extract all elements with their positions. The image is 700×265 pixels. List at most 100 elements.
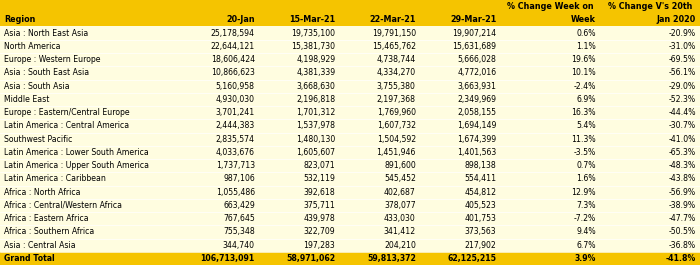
Text: 4,033,676: 4,033,676 (216, 148, 255, 157)
Bar (0, 119, 700, 132)
Text: -65.3%: -65.3% (668, 148, 696, 157)
Bar (0, 26, 700, 40)
Bar (0, 225, 700, 238)
Text: 378,077: 378,077 (384, 201, 416, 210)
Text: Grand Total: Grand Total (4, 254, 55, 263)
Text: -56.9%: -56.9% (668, 188, 696, 197)
Text: -44.4%: -44.4% (668, 108, 696, 117)
Text: 19.6%: 19.6% (571, 55, 596, 64)
Text: -20.9%: -20.9% (668, 29, 696, 38)
Text: 22,644,121: 22,644,121 (211, 42, 255, 51)
Text: 12.9%: 12.9% (571, 188, 596, 197)
Text: 25,178,594: 25,178,594 (211, 29, 255, 38)
Text: % Change V's 20th: % Change V's 20th (608, 2, 692, 11)
Text: 62,125,215: 62,125,215 (447, 254, 496, 263)
Text: 439,978: 439,978 (304, 214, 335, 223)
Text: 755,348: 755,348 (223, 227, 255, 236)
Text: 1,694,149: 1,694,149 (457, 121, 496, 130)
Text: 1,674,399: 1,674,399 (457, 135, 496, 144)
Text: 375,711: 375,711 (303, 201, 335, 210)
Text: 4,381,339: 4,381,339 (296, 68, 335, 77)
Bar (0, 66, 700, 80)
Text: 59,813,372: 59,813,372 (367, 254, 416, 263)
Text: 1,607,732: 1,607,732 (377, 121, 416, 130)
Bar (0, 0, 700, 26)
Text: 4,930,030: 4,930,030 (216, 95, 255, 104)
Text: Europe : Eastern/Central Europe: Europe : Eastern/Central Europe (4, 108, 130, 117)
Text: 22-Mar-21: 22-Mar-21 (370, 15, 416, 24)
Text: Jan 2020: Jan 2020 (657, 15, 696, 24)
Text: 532,119: 532,119 (303, 174, 335, 183)
Text: Middle East: Middle East (4, 95, 50, 104)
Text: 2,835,574: 2,835,574 (216, 135, 255, 144)
Text: Week: Week (571, 15, 596, 24)
Text: Asia : South East Asia: Asia : South East Asia (4, 68, 90, 77)
Text: 197,283: 197,283 (304, 241, 335, 250)
Text: 1,537,978: 1,537,978 (296, 121, 335, 130)
Text: 18,606,424: 18,606,424 (211, 55, 255, 64)
Text: North America: North America (4, 42, 61, 51)
Bar (0, 212, 700, 225)
Bar (0, 93, 700, 106)
Text: 20-Jan: 20-Jan (226, 15, 255, 24)
Bar (0, 106, 700, 119)
Text: -52.3%: -52.3% (668, 95, 696, 104)
Bar (0, 159, 700, 172)
Text: 29-Mar-21: 29-Mar-21 (450, 15, 496, 24)
Text: 4,198,929: 4,198,929 (296, 55, 335, 64)
Text: Africa : Central/Western Africa: Africa : Central/Western Africa (4, 201, 122, 210)
Text: 15,465,762: 15,465,762 (372, 42, 416, 51)
Text: 6.7%: 6.7% (577, 241, 596, 250)
Text: -31.0%: -31.0% (668, 42, 696, 51)
Text: 2,196,818: 2,196,818 (296, 95, 335, 104)
Text: 58,971,062: 58,971,062 (286, 254, 335, 263)
Text: 767,645: 767,645 (223, 214, 255, 223)
Text: Latin America : Upper South America: Latin America : Upper South America (4, 161, 149, 170)
Text: 898,138: 898,138 (465, 161, 496, 170)
Text: 402,687: 402,687 (384, 188, 416, 197)
Text: 401,753: 401,753 (464, 214, 496, 223)
Text: -50.5%: -50.5% (668, 227, 696, 236)
Text: 19,907,214: 19,907,214 (452, 29, 496, 38)
Text: -2.4%: -2.4% (574, 82, 596, 91)
Bar (0, 238, 700, 252)
Text: 15-Mar-21: 15-Mar-21 (289, 15, 335, 24)
Text: 19,735,100: 19,735,100 (291, 29, 335, 38)
Text: 1,451,946: 1,451,946 (377, 148, 416, 157)
Text: 217,902: 217,902 (465, 241, 496, 250)
Text: 1.1%: 1.1% (576, 42, 596, 51)
Text: 4,772,016: 4,772,016 (457, 68, 496, 77)
Text: 322,709: 322,709 (304, 227, 335, 236)
Text: -41.8%: -41.8% (666, 254, 696, 263)
Text: Africa : Southern Africa: Africa : Southern Africa (4, 227, 94, 236)
Text: 554,411: 554,411 (464, 174, 496, 183)
Text: 0.6%: 0.6% (577, 29, 596, 38)
Text: 1,769,960: 1,769,960 (377, 108, 416, 117)
Text: -38.9%: -38.9% (668, 201, 696, 210)
Text: -36.8%: -36.8% (668, 241, 696, 250)
Text: -43.8%: -43.8% (668, 174, 696, 183)
Bar (0, 40, 700, 53)
Text: Africa : North Africa: Africa : North Africa (4, 188, 80, 197)
Text: 15,381,730: 15,381,730 (291, 42, 335, 51)
Bar (0, 186, 700, 199)
Text: 1,737,713: 1,737,713 (216, 161, 255, 170)
Text: 1.6%: 1.6% (576, 174, 596, 183)
Text: 987,106: 987,106 (223, 174, 255, 183)
Text: 5,666,028: 5,666,028 (457, 55, 496, 64)
Text: 3,663,931: 3,663,931 (457, 82, 496, 91)
Text: 3.9%: 3.9% (575, 254, 596, 263)
Bar (0, 199, 700, 212)
Text: 341,412: 341,412 (384, 227, 416, 236)
Text: 663,429: 663,429 (223, 201, 255, 210)
Bar (0, 252, 700, 265)
Text: 405,523: 405,523 (465, 201, 496, 210)
Text: 823,071: 823,071 (304, 161, 335, 170)
Text: 5.4%: 5.4% (576, 121, 596, 130)
Text: -56.1%: -56.1% (668, 68, 696, 77)
Text: 392,618: 392,618 (304, 188, 335, 197)
Text: 4,738,744: 4,738,744 (377, 55, 416, 64)
Text: Region: Region (4, 15, 36, 24)
Text: 0.7%: 0.7% (577, 161, 596, 170)
Text: 454,812: 454,812 (464, 188, 496, 197)
